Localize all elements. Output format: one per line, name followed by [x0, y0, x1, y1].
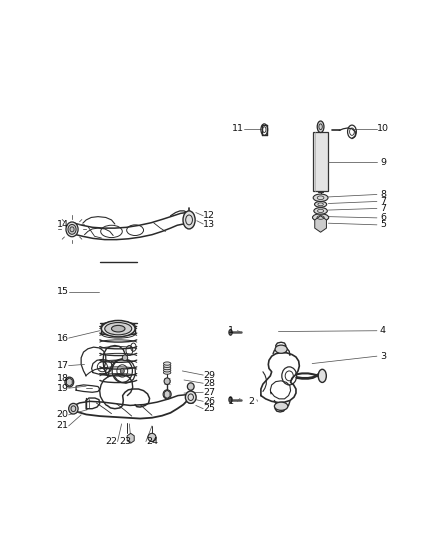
Bar: [313, 132, 328, 191]
Text: 17: 17: [57, 361, 69, 370]
Text: 24: 24: [146, 437, 158, 446]
Ellipse shape: [317, 121, 324, 133]
Text: 12: 12: [203, 211, 215, 220]
Text: 20: 20: [57, 410, 69, 419]
Bar: [318, 179, 323, 192]
Text: 1: 1: [228, 326, 234, 335]
Ellipse shape: [163, 369, 171, 372]
Text: 3: 3: [380, 352, 386, 361]
Ellipse shape: [69, 403, 78, 414]
Ellipse shape: [120, 368, 124, 374]
Text: 19: 19: [57, 384, 69, 393]
Ellipse shape: [66, 222, 78, 237]
Ellipse shape: [148, 433, 156, 441]
Text: 7: 7: [380, 204, 386, 213]
Ellipse shape: [101, 320, 135, 337]
Text: 2: 2: [248, 397, 254, 406]
Ellipse shape: [163, 364, 171, 367]
Polygon shape: [67, 378, 72, 386]
Ellipse shape: [183, 211, 195, 229]
Ellipse shape: [229, 397, 232, 402]
Text: 15: 15: [57, 287, 69, 296]
Text: 11: 11: [232, 124, 244, 133]
Ellipse shape: [313, 194, 328, 201]
Text: 10: 10: [377, 124, 389, 133]
Text: 25: 25: [203, 404, 215, 413]
Text: 16: 16: [57, 334, 69, 343]
Text: 9: 9: [380, 158, 386, 167]
Ellipse shape: [312, 214, 328, 221]
Ellipse shape: [68, 224, 76, 235]
Text: 18: 18: [57, 374, 69, 383]
Text: 23: 23: [119, 437, 131, 446]
Text: 5: 5: [380, 220, 386, 229]
Ellipse shape: [187, 383, 194, 390]
Ellipse shape: [105, 322, 132, 335]
Ellipse shape: [122, 355, 128, 361]
Polygon shape: [315, 216, 326, 232]
Polygon shape: [164, 390, 170, 399]
Text: 8: 8: [380, 190, 386, 199]
Ellipse shape: [163, 371, 171, 374]
Ellipse shape: [163, 366, 171, 370]
Text: 28: 28: [203, 379, 215, 388]
Text: 6: 6: [380, 213, 386, 222]
Text: 22: 22: [106, 437, 117, 446]
Ellipse shape: [274, 402, 288, 410]
Ellipse shape: [314, 207, 327, 214]
Ellipse shape: [185, 391, 196, 403]
Text: 14: 14: [57, 220, 69, 229]
Text: 29: 29: [203, 370, 215, 379]
Polygon shape: [127, 433, 134, 443]
Ellipse shape: [314, 201, 327, 207]
Text: 4: 4: [380, 326, 386, 335]
Text: 27: 27: [203, 388, 215, 397]
Ellipse shape: [275, 345, 287, 353]
Text: 1: 1: [228, 397, 234, 406]
Ellipse shape: [65, 377, 74, 387]
Ellipse shape: [163, 390, 171, 399]
Text: 13: 13: [203, 220, 215, 229]
Ellipse shape: [318, 369, 326, 383]
Text: 26: 26: [203, 397, 215, 406]
Ellipse shape: [229, 329, 232, 335]
Text: 21: 21: [57, 422, 69, 431]
Ellipse shape: [163, 362, 171, 365]
Text: 7: 7: [380, 197, 386, 206]
Ellipse shape: [112, 325, 125, 332]
Ellipse shape: [164, 378, 170, 384]
